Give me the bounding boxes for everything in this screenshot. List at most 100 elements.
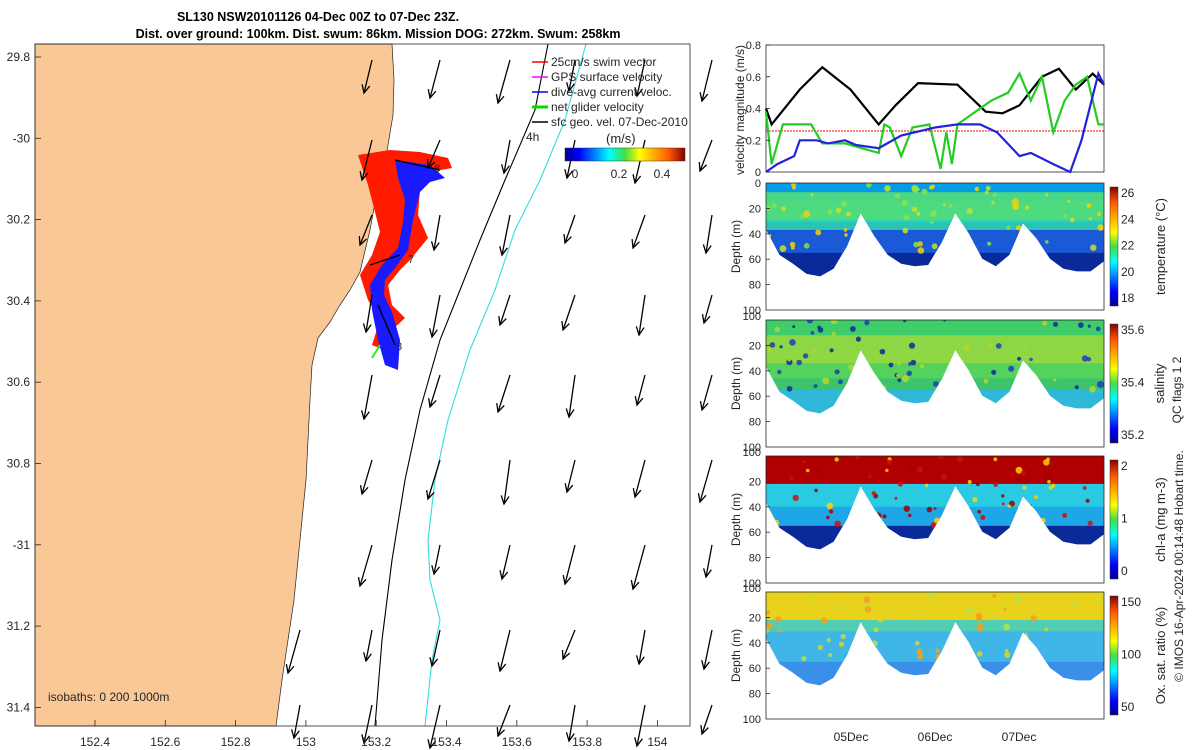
map-xtick-label-5: 153.4 <box>431 735 461 749</box>
section-speck-temperature-23 <box>844 233 848 237</box>
section-speck-chla-34 <box>967 480 972 484</box>
colorbar-tick-salinity-0: 35.6 <box>1121 323 1145 337</box>
geo-arrow-head-47 <box>635 655 645 666</box>
section-speck-salinity-66 <box>897 361 902 366</box>
map-xtick-label-7: 153.8 <box>572 735 602 749</box>
geo-arrow-shaft-39 <box>564 544 576 585</box>
section-temperature: 0 20 40 60 80 100 Depth (m) 26 24 22 20 18 temperatu… <box>729 178 1168 317</box>
section-speck-chla-10 <box>1015 466 1023 474</box>
depth-tick-label-oxygen-5: 100 <box>743 714 761 726</box>
section-speck-chla-23 <box>975 482 980 487</box>
geo-arrow-shaft-43 <box>365 629 373 662</box>
section-speck-chla-47 <box>908 513 912 518</box>
geo-arrow-shaft-19 <box>431 294 441 338</box>
section-speck-salinity-30 <box>848 364 855 371</box>
geo-arrow-head-15 <box>563 233 572 245</box>
geo-arrow-head-8 <box>500 164 510 175</box>
section-speck-oxygen-52 <box>1003 607 1007 611</box>
geo-arrow-head-6 <box>359 171 369 182</box>
geo-arrow-shaft-23 <box>703 294 713 324</box>
geo-arrow-shaft-18 <box>365 294 373 333</box>
velocity-series <box>764 65 1105 174</box>
section-speck-temperature-65 <box>1099 227 1103 231</box>
section-speck-oxygen-16 <box>916 648 923 655</box>
legend-item-geo-velocity: sfc geo. vel. 07-Dec-2010 <box>532 115 688 129</box>
section-speck-salinity-49 <box>1029 357 1033 362</box>
map-xtick-label-6: 153.6 <box>502 735 532 749</box>
map-ytick-label-3: 30.4 <box>7 294 31 308</box>
section-speck-salinity-22 <box>813 384 818 389</box>
depth-tick-label-chla-4: 80 <box>749 553 761 565</box>
map-colorbar-tick-2: 0.4 <box>654 167 671 181</box>
section-speck-temperature-55 <box>931 243 938 250</box>
section-speck-salinity-68 <box>888 362 894 368</box>
colorbar-tick-temperature-3: 20 <box>1121 265 1135 279</box>
section-speck-temperature-33 <box>921 188 928 195</box>
section-speck-salinity-36 <box>983 378 989 384</box>
velocity-ytick-label-0: 0 <box>755 167 761 179</box>
geo-arrow-head-40 <box>630 580 640 591</box>
section-speck-chla-6 <box>792 494 799 501</box>
geo-arrow-shaft-34 <box>634 459 646 498</box>
section-speck-temperature-34 <box>1067 200 1071 203</box>
depth-tick-label-chla-5: 100 <box>743 578 761 590</box>
section-speck-chla-16 <box>1047 480 1051 484</box>
geo-arrow-shaft-48 <box>703 629 713 670</box>
geo-arrow-shaft-36 <box>359 544 373 587</box>
depth-tick-label-salinity-1: 20 <box>749 340 761 352</box>
section-speck-oxygen-35 <box>1004 648 1009 653</box>
depth-tick-label-chla-top: 100 <box>743 447 761 459</box>
section-speck-chla-18 <box>1087 520 1093 526</box>
section-speck-salinity-45 <box>963 344 970 351</box>
depth-tick-label-chla-1: 20 <box>749 476 761 488</box>
section-speck-oxygen-39 <box>948 592 953 596</box>
map-x-axis: 152.4 152.6 152.8 153 153.2 153.4 153.6 153.8 15… <box>80 720 668 749</box>
map-ytick-label-8: 31.4 <box>7 700 31 714</box>
section-speck-salinity-47 <box>792 325 796 329</box>
geo-arrow-head-52 <box>496 726 506 738</box>
geo-arrow-head-4 <box>634 87 644 98</box>
section-speck-oxygen-51 <box>929 613 935 619</box>
glider-track: 4h 8 7 8 <box>358 130 539 370</box>
section-speck-temperature-63 <box>913 241 919 248</box>
section-speck-temperature-52 <box>912 206 918 212</box>
section-speck-temperature-56 <box>917 247 925 254</box>
section-speck-salinity-42 <box>1089 386 1096 393</box>
section-speck-salinity-24 <box>1024 345 1028 349</box>
section-speck-salinity-9 <box>831 331 836 336</box>
section-speck-chla-8 <box>1001 494 1005 498</box>
section-speck-oxygen-11 <box>966 611 970 615</box>
section-speck-oxygen-34 <box>916 653 924 660</box>
geo-arrow-shaft-1 <box>429 59 441 99</box>
geo-arrow-head-31 <box>425 490 435 501</box>
section-axes-box-oxygen <box>765 591 1105 720</box>
section-speck-oxygen-59 <box>929 592 936 599</box>
geo-arrow-shaft-41 <box>705 544 713 578</box>
geo-arrow-head-43 <box>363 652 372 663</box>
geo-arrow-head-42 <box>285 664 295 675</box>
section-speck-oxygen-0 <box>779 601 784 606</box>
map-colorbar-gradient <box>564 147 686 162</box>
depth-tick-label-salinity-5: 100 <box>743 442 761 454</box>
geo-arrow-shaft-4 <box>636 59 646 97</box>
time-tick-05dec: 05Dec <box>834 730 869 744</box>
section-speck-salinity-39 <box>787 357 792 362</box>
section-speck-temperature-39 <box>1045 240 1049 244</box>
geo-arrow-shaft-20 <box>499 294 511 326</box>
track-label-4h: 4h <box>526 130 539 144</box>
section-speck-oxygen-42 <box>912 616 916 621</box>
section-speck-salinity-4 <box>802 353 809 359</box>
geo-arrow-head-49 <box>290 729 300 740</box>
geo-arrow-head-54 <box>634 737 643 748</box>
map-xtick-label-4: 153.2 <box>361 735 391 749</box>
section-speck-salinity-43 <box>1095 326 1101 332</box>
section-speck-chla-44 <box>814 488 818 493</box>
section-speck-temperature-48 <box>1006 225 1011 230</box>
section-speck-temperature-11 <box>1097 212 1102 217</box>
section-speck-salinity-2 <box>1087 324 1091 328</box>
depth-tick-label-temperature-5: 100 <box>743 305 761 317</box>
section-speck-temperature-2 <box>789 241 796 248</box>
section-axes-box-salinity <box>765 319 1105 448</box>
section-speck-salinity-11 <box>1053 321 1058 327</box>
section-speck-chla-39 <box>868 474 872 479</box>
